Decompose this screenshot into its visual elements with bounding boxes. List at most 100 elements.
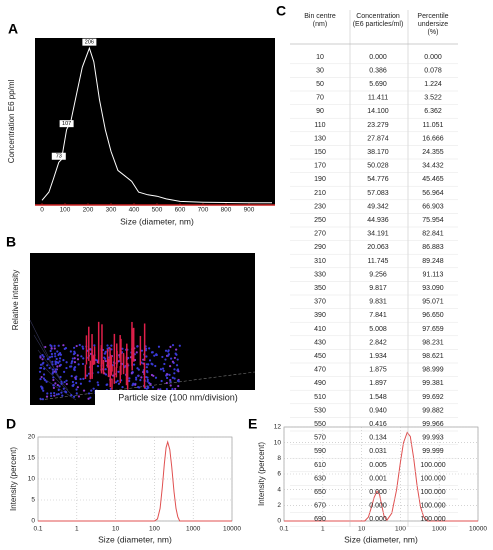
panel-b: Particle size (100 nm/division) Relative… bbox=[11, 253, 256, 405]
render-dot bbox=[55, 357, 58, 361]
render-dot bbox=[176, 369, 179, 372]
table-header: Bin centre bbox=[304, 13, 336, 20]
render-dot bbox=[155, 353, 158, 357]
x-tick-label: 1 bbox=[75, 526, 79, 533]
render-dot bbox=[93, 344, 96, 347]
render-dot bbox=[104, 359, 107, 363]
render-dot bbox=[50, 347, 53, 350]
x-tick-label: 100 bbox=[60, 207, 71, 214]
table-cell: 510 bbox=[314, 394, 326, 401]
render-dot bbox=[57, 388, 60, 392]
table-cell: 10 bbox=[316, 54, 324, 61]
table-cell: 99.692 bbox=[422, 394, 444, 401]
render-dot bbox=[144, 347, 148, 350]
render-dot bbox=[51, 360, 54, 363]
render-dot bbox=[60, 382, 63, 385]
table-cell: 350 bbox=[314, 285, 326, 292]
render-dot bbox=[46, 358, 50, 361]
render-dot bbox=[138, 386, 141, 389]
table-cell: 14.100 bbox=[367, 108, 389, 115]
x-tick-label: 1 bbox=[321, 526, 325, 533]
table-cell: 6.362 bbox=[424, 108, 442, 115]
render-dot bbox=[70, 394, 73, 397]
table-cell: 44.936 bbox=[367, 217, 389, 224]
render-dot bbox=[73, 368, 76, 372]
render-dot bbox=[39, 397, 42, 400]
table-header: (E6 particles/ml) bbox=[353, 21, 404, 28]
render-dot bbox=[81, 345, 84, 348]
render-dot bbox=[49, 344, 52, 347]
render-dot bbox=[63, 380, 66, 384]
render-dot bbox=[53, 344, 56, 347]
table-cell: 57.083 bbox=[367, 190, 389, 197]
table-header: (nm) bbox=[313, 21, 327, 28]
render-dot bbox=[96, 381, 99, 384]
table-cell: 100.000 bbox=[420, 516, 445, 523]
table-cell: 690 bbox=[314, 516, 326, 523]
render-dot bbox=[75, 381, 78, 385]
render-dot bbox=[70, 360, 74, 363]
render-dot bbox=[71, 357, 74, 360]
render-dot bbox=[161, 367, 165, 370]
render-dot bbox=[46, 392, 49, 395]
table-cell: 450 bbox=[314, 353, 326, 360]
render-dot bbox=[54, 355, 57, 358]
render-dot bbox=[176, 379, 180, 382]
table-cell: 100.000 bbox=[420, 462, 445, 469]
table-cell: 45.465 bbox=[422, 176, 444, 183]
annotation-box bbox=[51, 152, 66, 160]
table-cell: 290 bbox=[314, 244, 326, 251]
annotation-box bbox=[82, 38, 97, 46]
table-cell: 98.621 bbox=[422, 353, 444, 360]
render-dot bbox=[174, 352, 177, 355]
x-tick-label: 10 bbox=[112, 526, 120, 533]
render-dot bbox=[161, 355, 164, 359]
render-dot bbox=[77, 363, 80, 366]
render-dot bbox=[45, 395, 49, 398]
render-dot bbox=[163, 362, 166, 366]
render-dot bbox=[39, 366, 42, 370]
table-cell: 99.993 bbox=[422, 435, 444, 442]
table-cell: 470 bbox=[314, 367, 326, 374]
render-dot bbox=[164, 358, 167, 361]
render-dot bbox=[145, 363, 149, 366]
table-cell: 100.000 bbox=[420, 475, 445, 482]
render-dot bbox=[171, 344, 175, 347]
y-axis-label: Intensity (percent) bbox=[257, 442, 266, 506]
render-dot bbox=[65, 390, 68, 394]
render-dot bbox=[50, 352, 54, 356]
render-dot bbox=[159, 388, 162, 391]
render-dot bbox=[79, 377, 82, 381]
table-cell: 99.999 bbox=[422, 448, 444, 455]
x-tick-label: 100 bbox=[149, 526, 160, 533]
render-dot bbox=[43, 367, 46, 370]
render-dot bbox=[53, 394, 56, 397]
render-dot bbox=[70, 362, 73, 365]
render-dot bbox=[173, 368, 176, 371]
table-cell: 210 bbox=[314, 190, 326, 197]
table-cell: 410 bbox=[314, 326, 326, 333]
render-dot bbox=[61, 394, 64, 397]
x-tick-label: 0 bbox=[40, 207, 44, 214]
table-cell: 1.875 bbox=[369, 367, 387, 374]
render-dot bbox=[62, 387, 65, 390]
render-dot bbox=[41, 353, 44, 357]
table-cell: 650 bbox=[314, 489, 326, 496]
render-dot bbox=[39, 356, 42, 359]
render-dot bbox=[173, 377, 176, 380]
render-dot bbox=[146, 378, 149, 382]
render-dot bbox=[54, 363, 57, 366]
panel-label: C bbox=[276, 3, 286, 19]
table-cell: 50.028 bbox=[367, 163, 389, 170]
render-dot bbox=[59, 363, 62, 366]
render-dot bbox=[75, 375, 78, 378]
table-header: (%) bbox=[428, 29, 439, 36]
render-dot bbox=[175, 348, 178, 351]
render-dot bbox=[56, 365, 59, 368]
table-cell: 2.842 bbox=[369, 339, 387, 346]
table-cell: 590 bbox=[314, 448, 326, 455]
table-cell: 91.113 bbox=[423, 271, 444, 278]
x-tick-label: 400 bbox=[129, 207, 140, 214]
x-tick-label: 100 bbox=[395, 526, 406, 533]
render-dot bbox=[106, 383, 109, 386]
